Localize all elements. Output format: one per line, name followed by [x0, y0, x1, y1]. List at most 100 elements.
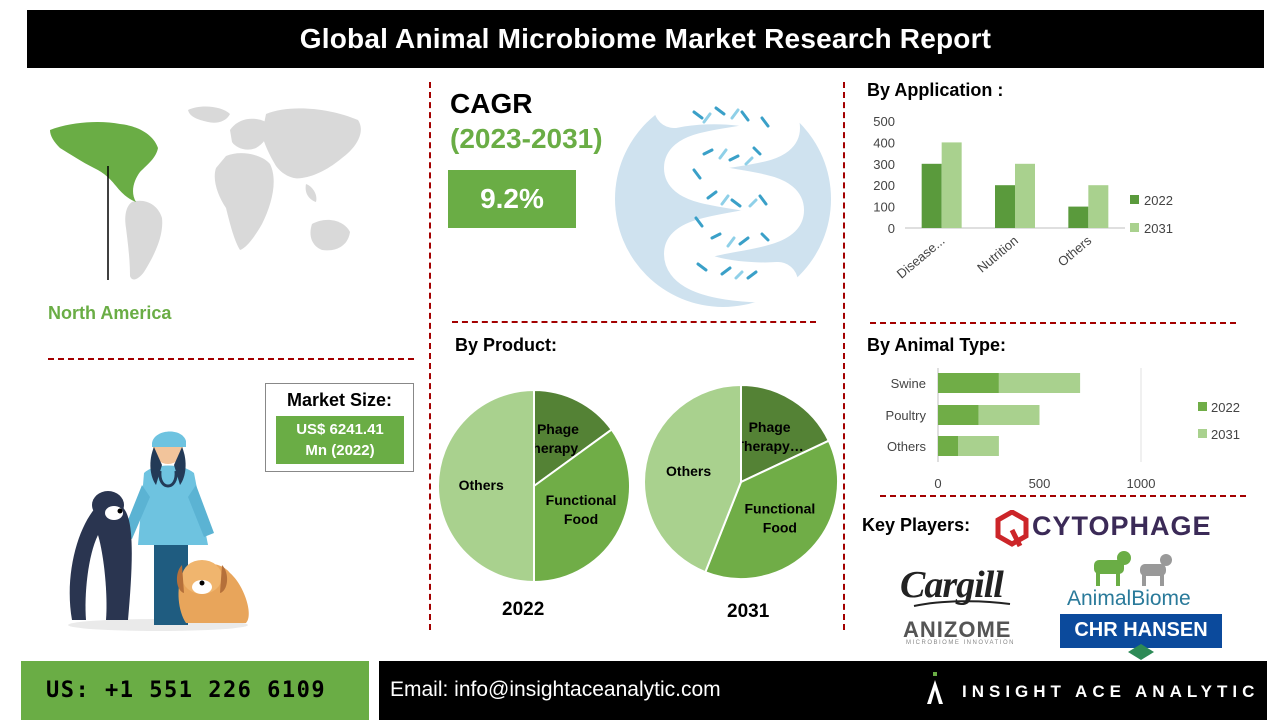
bar-others-2022 — [1068, 206, 1089, 228]
pie-2022-title: 2022 — [502, 599, 545, 620]
divider-right-top — [870, 322, 1236, 324]
chr-hansen-logo: CHR HANSEN — [1060, 614, 1222, 660]
by-application-title: By Application : — [867, 80, 1004, 100]
key-players-title: Key Players: — [862, 515, 971, 535]
southeast-asia-shape — [305, 184, 317, 202]
x-category-label: Others — [1055, 232, 1095, 269]
legend-swatch — [1198, 402, 1207, 411]
anizome-tagline: MICROBIOME INNOVATION — [906, 640, 1015, 646]
x-tick-label: 1000 — [1127, 476, 1156, 491]
y-tick-label: 400 — [873, 135, 895, 150]
y-tick-label: 100 — [873, 200, 895, 215]
bar-poultry-2022 — [938, 405, 979, 425]
divider-left-panel — [48, 358, 414, 360]
cytophage-logo-icon — [995, 510, 1029, 548]
pie-slice-3 — [437, 388, 535, 584]
legend-swatch — [1130, 223, 1139, 232]
market-size-card: Market Size: US$ 6241.41 Mn (2022) — [265, 383, 414, 472]
bar-swine-2031 — [998, 373, 1081, 393]
legend-label: 2031 — [1211, 427, 1240, 442]
bar-others-2031 — [958, 436, 999, 456]
x-tick-label: 500 — [1029, 476, 1051, 491]
divider-left — [429, 82, 431, 630]
divider-middle-panel — [452, 321, 816, 323]
cagr-period: (2023-2031) — [450, 123, 603, 154]
footer-phone-bar — [21, 661, 369, 720]
pie-slice-label: Others — [459, 477, 504, 493]
cargill-swoosh-icon — [913, 600, 1011, 607]
footer-brand: INSIGHT ACE ANALYTIC — [962, 682, 1260, 701]
page-title: Global Animal Microbiome Market Research… — [299, 23, 992, 54]
pie-slice-label: Others — [666, 463, 711, 479]
cagr-value: 9.2% — [448, 170, 576, 228]
animalbiome-logo-icon — [1094, 551, 1172, 586]
legend-label: 2022 — [1144, 193, 1173, 208]
vet-with-pets-illustration — [68, 431, 249, 631]
legend-label: 2022 — [1211, 400, 1240, 415]
pie-slice-label: Functional Food — [744, 501, 815, 536]
gut-microbiome-illustration — [615, 88, 831, 307]
x-category-label: Disease... — [894, 233, 948, 282]
pie-slice-2 — [703, 439, 839, 580]
market-size-value-line2: Mn (2022) — [305, 442, 375, 459]
x-tick-label: 0 — [934, 476, 941, 491]
legend-swatch — [1198, 429, 1207, 438]
south-america-shape — [125, 200, 163, 280]
y-tick-label: 300 — [873, 157, 895, 172]
animal-type-bar-chart: Swine Poultry Others 0 500 1000 2022 2031 — [886, 368, 1240, 491]
cagr-label: CAGR — [450, 88, 533, 119]
footer-contact-bar — [379, 661, 1267, 720]
insight-ace-logo-icon — [927, 672, 943, 704]
cytophage-logo-text: CYTOPHAGE — [1032, 511, 1212, 541]
cargill-logo-text: Cargill — [900, 564, 1004, 606]
europe-shape — [230, 118, 269, 150]
australia-shape — [310, 219, 350, 251]
x-category-label: Nutrition — [974, 233, 1021, 276]
pie-slice-label: Phage Therapy… — [735, 419, 803, 454]
product-pie-chart-2031: Phage Therapy… Functional Food Others — [643, 383, 839, 580]
north-america-shape — [50, 122, 158, 202]
y-tick-label: 0 — [888, 221, 895, 236]
y-category-label: Others — [887, 439, 927, 454]
legend-label: 2031 — [1144, 221, 1173, 236]
pie-slice-2 — [533, 428, 631, 584]
pie-slice-label: Phage Therapy… — [524, 421, 592, 456]
footer-email[interactable]: Email: info@insightaceanalytic.com — [390, 678, 721, 701]
region-label: North America — [48, 303, 172, 323]
bar-nutrition-2022 — [995, 185, 1015, 228]
product-pie-chart-2022: Phage Therapy… Functional Food Others — [437, 388, 631, 584]
y-category-label: Swine — [891, 376, 926, 391]
divider-right-bottom — [880, 495, 1246, 497]
market-size-value-line1: US$ 6241.41 — [296, 421, 384, 438]
greenland-shape — [188, 106, 230, 123]
by-animal-type-title: By Animal Type: — [867, 335, 1007, 355]
pie-slice-1 — [533, 388, 614, 488]
y-tick-label: 500 — [873, 114, 895, 129]
africa-shape — [214, 153, 274, 250]
y-tick-label: 200 — [873, 178, 895, 193]
divider-right — [843, 82, 845, 630]
pie-slice-1 — [740, 383, 831, 484]
y-category-label: Poultry — [886, 408, 927, 423]
title-bar: Global Animal Microbiome Market Research… — [27, 10, 1264, 68]
market-size-label: Market Size: — [286, 390, 393, 410]
pie-slice-3 — [643, 383, 742, 574]
legend-swatch — [1130, 195, 1139, 204]
bar-disease-2022 — [921, 163, 942, 228]
chr-hansen-logo-text: CHR HANSEN — [1074, 619, 1208, 641]
chr-hansen-diamond-icon — [1128, 644, 1154, 660]
bar-others-2031 — [1088, 185, 1109, 228]
pie-slice-label: Functional Food — [546, 492, 617, 527]
anizome-logo-text: ANIZOME — [903, 617, 1012, 642]
by-product-title: By Product: — [455, 335, 558, 355]
bar-swine-2022 — [938, 373, 999, 393]
bar-disease-2031 — [941, 142, 962, 228]
footer-phone[interactable]: US: +1 551 226 6109 — [46, 678, 327, 703]
bar-others-2022 — [938, 436, 959, 456]
application-bar-chart: 0 100 200 300 400 500 Disease... Nutrition Other… — [873, 114, 1173, 282]
animalbiome-logo-text: AnimalBiome — [1067, 587, 1191, 610]
bar-poultry-2031 — [978, 405, 1040, 425]
market-size-value: US$ 6241.41 Mn (2022) — [276, 416, 404, 464]
pie-2031-title: 2031 — [727, 601, 770, 622]
bar-nutrition-2031 — [1015, 163, 1035, 228]
